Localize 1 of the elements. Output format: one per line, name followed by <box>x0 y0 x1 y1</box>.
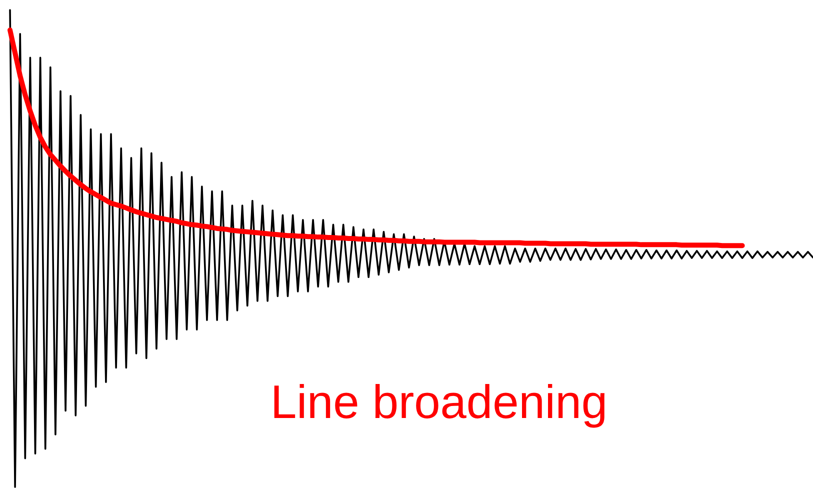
text: Line broadening <box>270 375 608 428</box>
